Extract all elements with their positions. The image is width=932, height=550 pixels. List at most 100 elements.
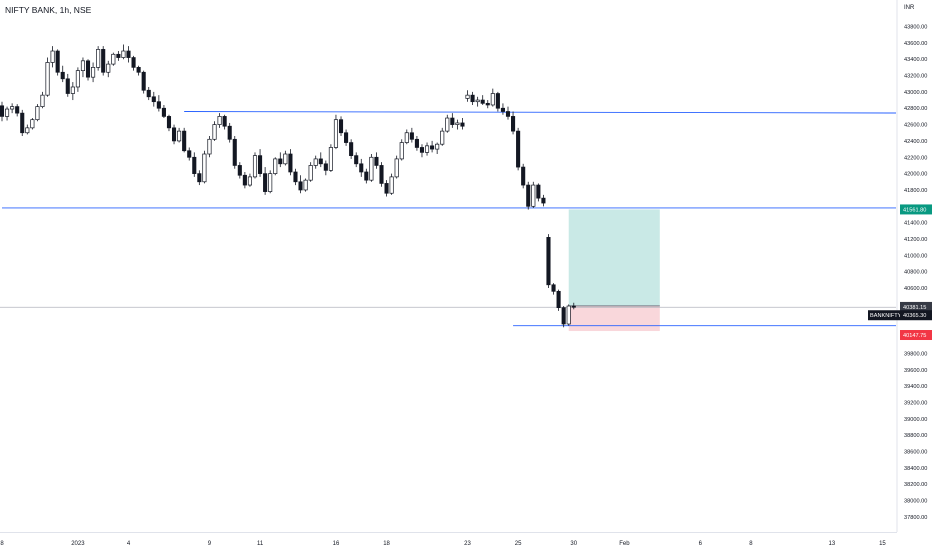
candle bbox=[101, 46, 106, 76]
y-tick-label: 39000.00 bbox=[904, 417, 927, 423]
candle bbox=[247, 173, 252, 187]
candle bbox=[237, 162, 242, 179]
candle bbox=[293, 168, 298, 186]
candle-body bbox=[161, 107, 166, 117]
symbol-tag-bg bbox=[868, 310, 900, 321]
price-tag-text: 41561.80 bbox=[903, 207, 926, 213]
candle bbox=[182, 127, 187, 153]
candle bbox=[394, 155, 399, 179]
candle bbox=[252, 152, 258, 179]
candle bbox=[35, 104, 40, 122]
candle bbox=[106, 60, 111, 78]
candle-body bbox=[374, 156, 379, 166]
candle bbox=[258, 149, 263, 177]
candle bbox=[349, 139, 354, 159]
y-tick-label: 42200.00 bbox=[904, 155, 927, 161]
candle bbox=[526, 181, 531, 210]
candle-body bbox=[91, 67, 96, 78]
candle-body bbox=[561, 307, 566, 325]
y-tick-label: 42800.00 bbox=[904, 106, 927, 112]
candle-body bbox=[409, 132, 414, 140]
candle-body bbox=[171, 127, 177, 142]
y-tick-label: 40800.00 bbox=[904, 270, 927, 276]
candle bbox=[80, 57, 86, 78]
y-tick-label: 43600.00 bbox=[904, 41, 927, 47]
candle-body bbox=[404, 132, 409, 143]
price-tag-text: 40147.75 bbox=[903, 333, 926, 339]
candle-body bbox=[70, 86, 75, 94]
candle bbox=[202, 150, 207, 184]
candle bbox=[354, 152, 359, 168]
y-tick-label: 43200.00 bbox=[904, 74, 927, 80]
candle bbox=[414, 136, 419, 151]
candle-body bbox=[349, 142, 354, 156]
candle bbox=[227, 122, 232, 143]
candle bbox=[20, 109, 25, 137]
candle-body bbox=[237, 165, 242, 176]
y-tick-label: 38200.00 bbox=[904, 482, 927, 488]
candle-body bbox=[379, 165, 384, 184]
candle bbox=[161, 104, 166, 119]
candle-body bbox=[141, 71, 146, 91]
candle bbox=[379, 162, 384, 187]
horizontal-line bbox=[184, 111, 897, 114]
candle bbox=[303, 178, 308, 192]
candle-body bbox=[338, 119, 344, 134]
price-tag-text: 40381.15 bbox=[903, 305, 926, 311]
y-tick-label: 43400.00 bbox=[904, 57, 927, 63]
candle bbox=[419, 144, 425, 158]
candle-body bbox=[80, 60, 86, 71]
candle bbox=[146, 86, 151, 101]
candle-body bbox=[30, 119, 35, 129]
candle-body bbox=[222, 116, 227, 127]
candle-body bbox=[566, 305, 571, 325]
candle-body bbox=[177, 130, 182, 142]
x-tick-label: 2023 bbox=[71, 541, 85, 547]
candle bbox=[187, 147, 192, 161]
candle-body bbox=[10, 106, 15, 110]
candle-body bbox=[258, 155, 263, 174]
candle bbox=[166, 114, 172, 132]
candle-body bbox=[116, 53, 121, 58]
candle bbox=[424, 142, 430, 156]
candle bbox=[308, 162, 313, 182]
candle-body bbox=[212, 124, 217, 140]
candle-body bbox=[546, 237, 551, 286]
candle-body bbox=[268, 173, 273, 192]
y-tick-label: 41400.00 bbox=[904, 221, 927, 227]
candle bbox=[298, 175, 303, 194]
candle bbox=[268, 170, 273, 194]
candle-body bbox=[25, 127, 30, 134]
candle bbox=[50, 46, 55, 68]
candle-body bbox=[247, 176, 252, 186]
y-tick-label: 37800.00 bbox=[904, 515, 927, 521]
candle bbox=[359, 158, 364, 177]
x-tick-label: 13 bbox=[828, 541, 835, 547]
candle-body bbox=[536, 184, 541, 199]
y-tick-label: 41000.00 bbox=[904, 253, 927, 259]
candle-body bbox=[399, 142, 404, 160]
candle bbox=[475, 96, 480, 107]
candle bbox=[197, 170, 202, 186]
candle bbox=[177, 127, 182, 143]
x-tick-label: 18 bbox=[383, 541, 390, 547]
candle-body bbox=[526, 184, 531, 207]
candle-body bbox=[288, 153, 293, 173]
symbol-tag-text: BANKNIFTY bbox=[870, 313, 902, 319]
candle bbox=[338, 116, 344, 137]
candle-body bbox=[318, 158, 323, 165]
candle bbox=[561, 306, 566, 328]
candle bbox=[60, 65, 65, 83]
y-tick-label: 42400.00 bbox=[904, 139, 927, 145]
candle-body bbox=[460, 122, 465, 127]
candle-body bbox=[490, 93, 495, 106]
candle bbox=[364, 168, 369, 184]
candle-body bbox=[531, 184, 536, 207]
candle bbox=[369, 154, 374, 182]
x-tick-label: 25 bbox=[515, 541, 522, 547]
y-tick-label: 38400.00 bbox=[904, 466, 927, 472]
candle-body bbox=[480, 99, 485, 104]
candle bbox=[511, 111, 516, 135]
candle bbox=[121, 44, 126, 60]
